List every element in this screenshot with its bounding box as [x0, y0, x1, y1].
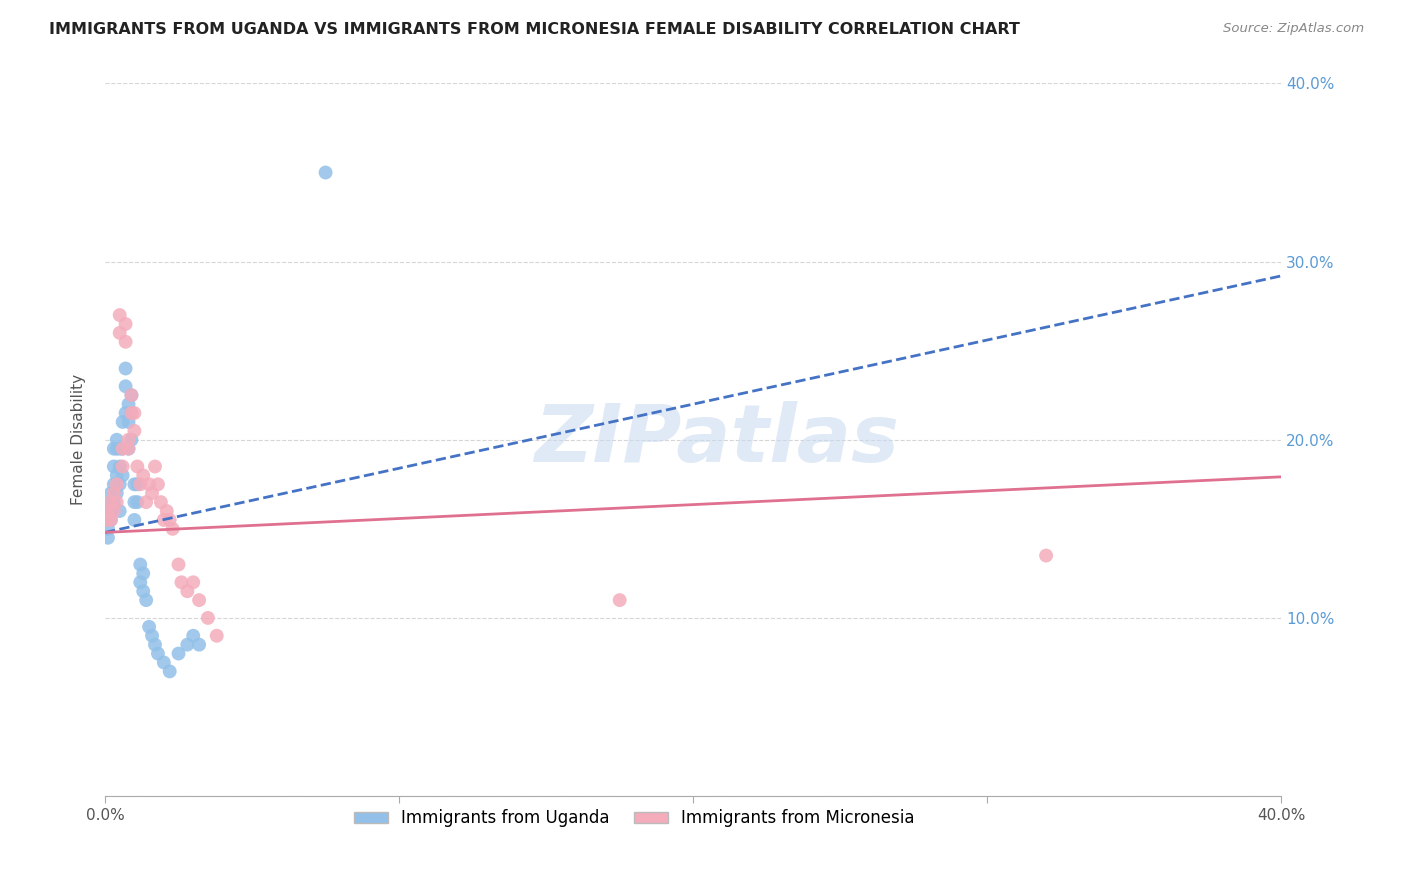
Point — [127, 495, 149, 509]
Point — [100, 495, 122, 509]
Point — [188, 638, 211, 652]
Point — [100, 513, 122, 527]
Point — [117, 415, 139, 429]
Point — [105, 468, 128, 483]
Point — [120, 433, 142, 447]
Point — [103, 486, 125, 500]
Point — [97, 531, 120, 545]
Point — [120, 388, 142, 402]
Point — [149, 495, 172, 509]
Y-axis label: Female Disability: Female Disability — [72, 375, 86, 506]
Point — [159, 513, 181, 527]
Point — [108, 504, 131, 518]
Point — [197, 611, 219, 625]
Point — [100, 513, 122, 527]
Point — [114, 317, 136, 331]
Point — [111, 468, 134, 483]
Point — [120, 388, 142, 402]
Point — [108, 326, 131, 340]
Point — [105, 486, 128, 500]
Point — [124, 477, 146, 491]
Point — [114, 361, 136, 376]
Point — [176, 638, 198, 652]
Point — [176, 584, 198, 599]
Point — [132, 468, 155, 483]
Point — [124, 424, 146, 438]
Point — [117, 433, 139, 447]
Point — [143, 638, 166, 652]
Point — [143, 459, 166, 474]
Point — [111, 415, 134, 429]
Point — [111, 442, 134, 456]
Point — [167, 558, 190, 572]
Point — [105, 495, 128, 509]
Point — [138, 620, 160, 634]
Point — [97, 522, 120, 536]
Point — [124, 513, 146, 527]
Point — [105, 442, 128, 456]
Point — [108, 459, 131, 474]
Point — [141, 629, 163, 643]
Point — [100, 504, 122, 518]
Point — [181, 629, 204, 643]
Point — [188, 593, 211, 607]
Point — [124, 406, 146, 420]
Point — [100, 495, 122, 509]
Point — [105, 477, 128, 491]
Point — [105, 433, 128, 447]
Point — [146, 477, 169, 491]
Text: IMMIGRANTS FROM UGANDA VS IMMIGRANTS FROM MICRONESIA FEMALE DISABILITY CORRELATI: IMMIGRANTS FROM UGANDA VS IMMIGRANTS FRO… — [49, 22, 1021, 37]
Point — [127, 477, 149, 491]
Point — [103, 495, 125, 509]
Point — [127, 459, 149, 474]
Point — [141, 486, 163, 500]
Point — [181, 575, 204, 590]
Point — [129, 558, 152, 572]
Point — [97, 513, 120, 527]
Point — [117, 397, 139, 411]
Point — [129, 575, 152, 590]
Point — [135, 495, 157, 509]
Point — [108, 308, 131, 322]
Point — [103, 459, 125, 474]
Point — [162, 522, 184, 536]
Point — [153, 513, 176, 527]
Point — [108, 477, 131, 491]
Legend: Immigrants from Uganda, Immigrants from Micronesia: Immigrants from Uganda, Immigrants from … — [347, 803, 921, 834]
Point — [153, 656, 176, 670]
Point — [103, 477, 125, 491]
Point — [108, 442, 131, 456]
Point — [103, 442, 125, 456]
Point — [97, 504, 120, 518]
Point — [159, 665, 181, 679]
Point — [315, 165, 337, 179]
Point — [170, 575, 193, 590]
Point — [100, 486, 122, 500]
Point — [609, 593, 631, 607]
Point — [132, 584, 155, 599]
Point — [97, 513, 120, 527]
Point — [138, 477, 160, 491]
Text: ZIPatlas: ZIPatlas — [534, 401, 900, 479]
Point — [129, 477, 152, 491]
Point — [114, 406, 136, 420]
Point — [146, 647, 169, 661]
Point — [114, 379, 136, 393]
Point — [124, 495, 146, 509]
Point — [111, 442, 134, 456]
Point — [120, 406, 142, 420]
Point — [132, 566, 155, 581]
Point — [103, 504, 125, 518]
Point — [120, 406, 142, 420]
Point — [135, 593, 157, 607]
Point — [117, 442, 139, 456]
Point — [117, 442, 139, 456]
Text: Source: ZipAtlas.com: Source: ZipAtlas.com — [1223, 22, 1364, 36]
Point — [156, 504, 179, 518]
Point — [205, 629, 228, 643]
Point — [111, 459, 134, 474]
Point — [1035, 549, 1057, 563]
Point — [167, 647, 190, 661]
Point — [114, 334, 136, 349]
